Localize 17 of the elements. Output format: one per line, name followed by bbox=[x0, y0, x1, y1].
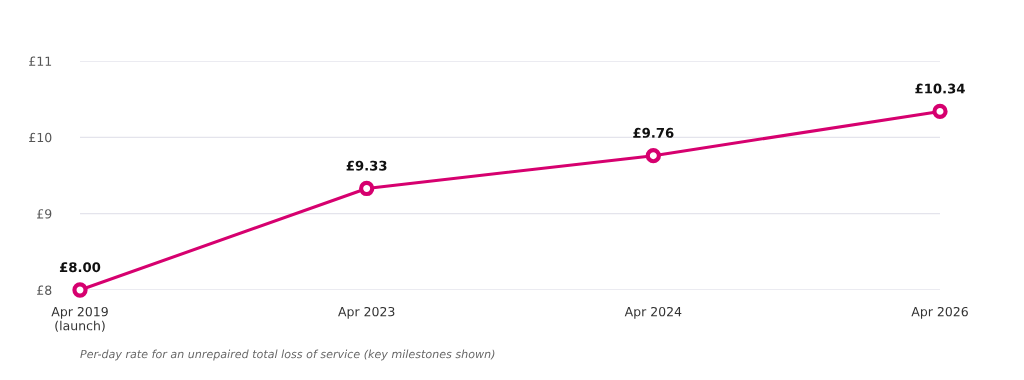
y-tick-label: £8 bbox=[37, 285, 52, 295]
text: Per-day rate for an unrepaired total loss of service (key milestones shown) bbox=[80, 349, 495, 361]
y-tick-label: £9 bbox=[37, 209, 52, 219]
y-tick-label: £10 bbox=[29, 132, 52, 143]
x-tick-label: Apr 2024 bbox=[624, 306, 682, 319]
point bbox=[72, 282, 88, 298]
x-tick-label: Apr 2023 bbox=[338, 306, 395, 319]
x-tick-label: Apr 2026 bbox=[911, 306, 968, 319]
y-tick-label: £11 bbox=[29, 56, 52, 66]
data-label: £9.76 bbox=[633, 127, 674, 138]
point bbox=[645, 148, 661, 164]
data-label: £9.33 bbox=[346, 160, 387, 171]
data-label: £8.00 bbox=[59, 262, 101, 273]
point bbox=[359, 180, 375, 197]
point bbox=[932, 103, 948, 120]
data-label: £10.34 bbox=[915, 83, 965, 94]
x-tick-label: Apr 2019 (launch) bbox=[51, 306, 108, 332]
